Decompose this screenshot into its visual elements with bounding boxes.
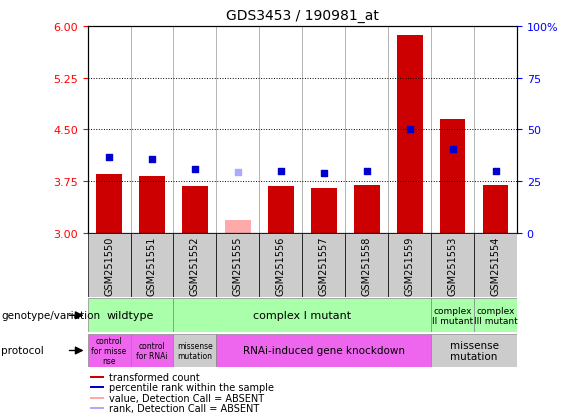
- Text: complex
III mutant: complex III mutant: [473, 306, 518, 325]
- Text: GSM251558: GSM251558: [362, 236, 372, 295]
- Text: GSM251553: GSM251553: [447, 236, 458, 295]
- Text: control
for RNAi: control for RNAi: [136, 341, 168, 360]
- Bar: [88, 334, 131, 368]
- Point: [233, 169, 242, 176]
- Bar: [431, 233, 474, 297]
- Bar: [173, 299, 431, 332]
- Bar: [345, 233, 388, 297]
- Text: genotype/variation: genotype/variation: [1, 311, 100, 320]
- Bar: [440, 120, 466, 233]
- Text: GSM251556: GSM251556: [276, 236, 286, 295]
- Bar: [354, 185, 380, 233]
- Bar: [431, 334, 517, 368]
- Bar: [182, 187, 208, 233]
- Text: complex I mutant: complex I mutant: [253, 311, 351, 320]
- Bar: [88, 233, 131, 297]
- Text: rank, Detection Call = ABSENT: rank, Detection Call = ABSENT: [109, 403, 259, 413]
- Text: GSM251555: GSM251555: [233, 236, 243, 295]
- Bar: [268, 187, 294, 233]
- Bar: [225, 221, 251, 233]
- Bar: [388, 233, 431, 297]
- Point: [448, 146, 457, 153]
- Bar: [90, 407, 104, 409]
- Bar: [311, 189, 337, 233]
- Bar: [216, 233, 259, 297]
- Text: RNAi-induced gene knockdown: RNAi-induced gene knockdown: [243, 346, 405, 356]
- Text: transformed count: transformed count: [109, 372, 199, 382]
- Bar: [431, 299, 474, 332]
- Bar: [216, 334, 431, 368]
- Text: value, Detection Call = ABSENT: value, Detection Call = ABSENT: [109, 393, 264, 403]
- Text: GSM251554: GSM251554: [490, 236, 501, 295]
- Text: GSM251550: GSM251550: [104, 236, 114, 295]
- Text: GSM251559: GSM251559: [405, 236, 415, 295]
- Bar: [131, 334, 173, 368]
- Bar: [90, 396, 104, 399]
- Point: [105, 154, 114, 161]
- Point: [276, 168, 285, 175]
- Bar: [88, 299, 173, 332]
- Title: GDS3453 / 190981_at: GDS3453 / 190981_at: [226, 9, 379, 23]
- Bar: [474, 299, 517, 332]
- Bar: [90, 376, 104, 378]
- Point: [405, 127, 414, 133]
- Text: missense
mutation: missense mutation: [177, 341, 213, 360]
- Text: missense
mutation: missense mutation: [450, 340, 498, 361]
- Text: percentile rank within the sample: percentile rank within the sample: [109, 382, 274, 392]
- Text: wildtype: wildtype: [107, 311, 154, 320]
- Bar: [139, 177, 165, 233]
- Bar: [302, 233, 345, 297]
- Text: GSM251552: GSM251552: [190, 236, 200, 295]
- Point: [491, 168, 500, 175]
- Point: [190, 166, 199, 173]
- Text: protocol: protocol: [1, 346, 44, 356]
- Text: GSM251551: GSM251551: [147, 236, 157, 295]
- Bar: [131, 233, 173, 297]
- Point: [147, 157, 157, 163]
- Point: [319, 170, 328, 177]
- Bar: [483, 185, 508, 233]
- Text: control
for misse
nse: control for misse nse: [92, 336, 127, 366]
- Bar: [474, 233, 517, 297]
- Point: [362, 168, 371, 175]
- Bar: [173, 233, 216, 297]
- Text: complex
II mutant: complex II mutant: [432, 306, 473, 325]
- Bar: [90, 387, 104, 388]
- Bar: [397, 36, 423, 233]
- Bar: [259, 233, 302, 297]
- Bar: [96, 175, 122, 233]
- Text: GSM251557: GSM251557: [319, 236, 329, 295]
- Bar: [173, 334, 216, 368]
